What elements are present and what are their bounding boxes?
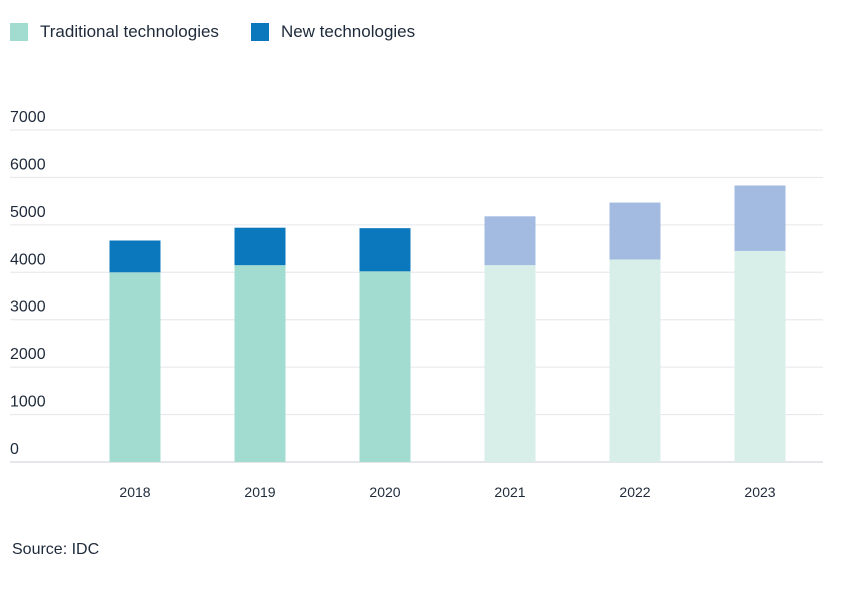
- y-tick-label: 2000: [10, 346, 46, 363]
- y-tick-label: 4000: [10, 251, 46, 268]
- bar-traditional-2019: [234, 265, 286, 462]
- legend: Traditional technologies New technologie…: [10, 22, 447, 42]
- x-tick-label: 2021: [494, 484, 525, 500]
- y-tick-label: 1000: [10, 394, 46, 411]
- x-tick-label: 2018: [119, 484, 150, 500]
- legend-label-traditional: Traditional technologies: [40, 22, 219, 41]
- y-tick-label: 3000: [10, 299, 46, 316]
- legend-item-new: New technologies: [250, 22, 416, 42]
- x-tick-label: 2023: [744, 484, 775, 500]
- bar-new-2023: [734, 185, 786, 251]
- bar-traditional-2022: [609, 259, 661, 462]
- y-tick-label: 7000: [10, 109, 46, 126]
- x-tick-label: 2019: [244, 484, 275, 500]
- legend-swatch-new: [250, 23, 269, 41]
- bar-new-2021: [484, 216, 536, 266]
- bar-traditional-2020: [359, 271, 411, 462]
- legend-swatch-traditional: [10, 23, 28, 41]
- bar-new-2018: [109, 240, 161, 273]
- y-tick-label: 6000: [10, 156, 46, 173]
- bar-traditional-2021: [484, 265, 536, 462]
- x-tick-label: 2020: [369, 484, 400, 500]
- x-tick-label: 2022: [619, 484, 650, 500]
- y-tick-label: 0: [10, 441, 19, 458]
- bar-traditional-2023: [734, 250, 786, 462]
- bar-new-2019: [234, 227, 286, 266]
- legend-item-traditional: Traditional technologies: [10, 22, 219, 42]
- source-note: Source: IDC: [12, 541, 100, 558]
- legend-label-new: New technologies: [280, 22, 416, 41]
- bar-new-2020: [359, 228, 411, 272]
- bar-traditional-2018: [109, 272, 161, 462]
- bar-new-2022: [609, 202, 661, 260]
- y-tick-label: 5000: [10, 204, 46, 221]
